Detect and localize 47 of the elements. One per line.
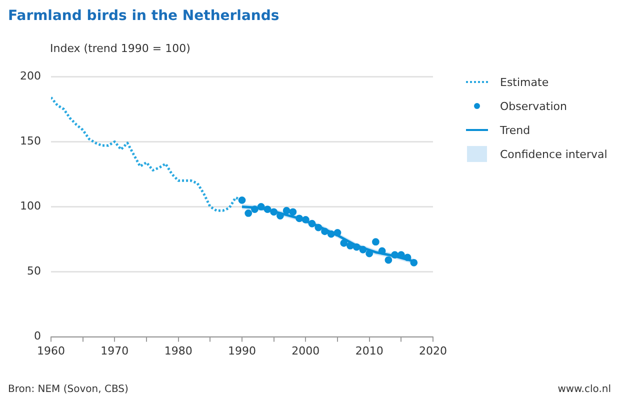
point [334,229,342,236]
point [391,251,398,259]
point [384,256,392,264]
x-tick-label: 2000 [292,344,320,358]
x-tick-label: 2020 [419,344,448,358]
x-tick-label: 1970 [100,344,129,358]
point [327,230,335,238]
y-tick-label: 50 [26,264,41,278]
point [378,247,386,255]
legend-label: Trend [500,124,530,136]
x-tick-label: 1990 [228,344,256,358]
point [302,216,310,224]
point [352,243,360,251]
point [308,220,316,228]
point [321,228,328,236]
point [366,250,374,258]
text: Bron: NEM (Sovon, CBS) [8,384,128,395]
point [264,206,272,213]
text: Confidence interval [500,148,608,160]
chart-title: Farmland birds in the Netherlands [8,8,280,24]
point [276,212,284,220]
y-tick-label: 0 [34,330,41,343]
point [270,208,278,216]
point [346,242,354,250]
y-tick-label: 100 [20,200,41,213]
text: www.clo.nl [558,384,611,395]
y-axis-title: Index (trend 1990 = 100) [50,42,190,55]
point [340,239,348,247]
point [282,206,290,214]
point [372,238,380,246]
point [244,210,252,217]
point [410,258,418,266]
point [238,196,246,204]
point [289,208,297,216]
point [251,206,258,213]
point [296,214,303,222]
point [359,246,367,254]
x-tick-label: 1980 [164,344,192,358]
point [404,254,412,262]
y-tick-label: 200 [20,69,41,82]
legend-label: Observation [500,100,567,112]
y-tick-label: 150 [20,134,41,148]
legend-label: Estimate [500,76,549,88]
x-tick-label: 2010 [355,344,384,358]
x-tick-label: 1960 [36,344,65,358]
point [314,224,322,232]
point [257,203,265,210]
